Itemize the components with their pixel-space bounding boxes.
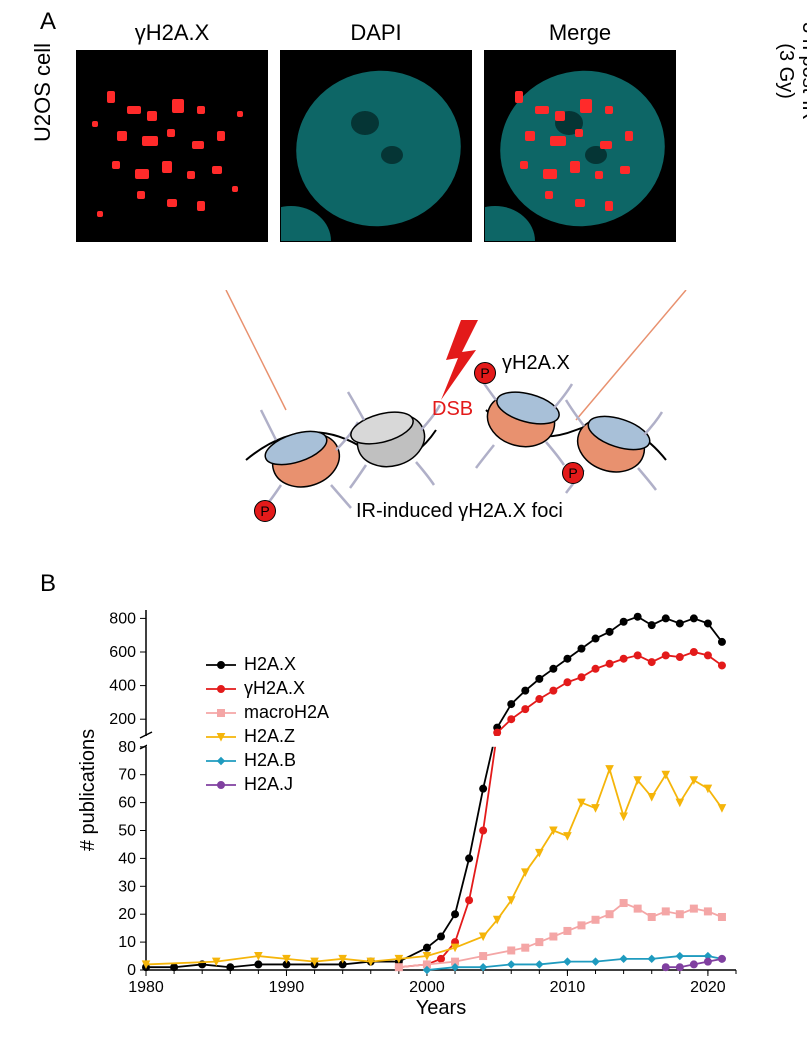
svg-text:80: 80 — [118, 739, 136, 756]
nucleosome-1 — [261, 410, 358, 508]
svg-text:2000: 2000 — [409, 979, 445, 996]
svg-text:20: 20 — [118, 906, 136, 923]
dsb-diagram: P P P DSB γH2A.X IR-induced γH2A.X foci — [206, 290, 746, 550]
svg-text:H2A.B: H2A.B — [244, 750, 296, 770]
img-label-gh2ax: γH2A.X — [135, 20, 210, 46]
svg-text:2020: 2020 — [690, 979, 726, 996]
svg-text:400: 400 — [109, 678, 136, 695]
publications-chart: 1980 1990 2000 2010 2020 0 10 20 30 40 50 60 70 80 200… — [76, 600, 756, 1020]
micrograph-merge — [484, 50, 676, 242]
svg-text:2010: 2010 — [550, 979, 586, 996]
svg-text:H2A.J: H2A.J — [244, 774, 293, 794]
lightning-icon — [441, 320, 478, 400]
panel-a-label: A — [40, 8, 56, 36]
nucleosome-2 — [347, 392, 440, 488]
phospho-circle-1: P — [254, 500, 276, 522]
svg-text:800: 800 — [109, 610, 136, 627]
micrograph-col-gh2ax: γH2A.X — [76, 20, 268, 242]
svg-text:60: 60 — [118, 795, 136, 812]
svg-text:H2A.Z: H2A.Z — [244, 726, 295, 746]
svg-text:200: 200 — [109, 711, 136, 728]
img-label-dapi: DAPI — [350, 20, 401, 46]
phospho-circle-3: P — [562, 462, 584, 484]
svg-text:H2A.X: H2A.X — [244, 654, 296, 674]
nucleosome-3 — [476, 374, 572, 468]
svg-text:10: 10 — [118, 934, 136, 951]
svg-text:γH2A.X: γH2A.X — [244, 678, 305, 698]
svg-text:macroH2A: macroH2A — [244, 702, 329, 722]
svg-text:600: 600 — [109, 644, 136, 661]
postir-line1: 3 h post-IR — [798, 22, 807, 120]
svg-text:30: 30 — [118, 878, 136, 895]
panel-b: 1980 1990 2000 2010 2020 0 10 20 30 40 50 60 70 80 200… — [76, 600, 756, 1020]
diagram-caption: IR-induced γH2A.X foci — [356, 500, 563, 523]
svg-text:40: 40 — [118, 850, 136, 867]
svg-text:# publications: # publications — [77, 729, 99, 851]
svg-text:70: 70 — [118, 767, 136, 784]
micrograph-dapi — [280, 50, 472, 242]
svg-text:1980: 1980 — [128, 979, 164, 996]
panel-b-label: B — [40, 570, 56, 598]
dsb-label: DSB — [432, 398, 473, 421]
postir-line2: (3 Gy) — [775, 43, 797, 99]
micrograph-row: γH2A.X — [76, 20, 746, 242]
img-label-merge: Merge — [549, 20, 611, 46]
u2os-label: U2OS cell — [30, 43, 56, 142]
svg-text:0: 0 — [127, 962, 136, 979]
gh2ax-arrow-label: γH2A.X — [502, 352, 570, 375]
panel-a: U2OS cell 3 h post-IR (3 Gy) γH2A.X — [76, 20, 746, 242]
micrograph-col-merge: Merge — [484, 20, 676, 242]
svg-text:1990: 1990 — [269, 979, 305, 996]
svg-text:Years: Years — [416, 997, 466, 1019]
micrograph-gh2ax — [76, 50, 268, 242]
postir-label: 3 h post-IR (3 Gy) — [774, 22, 807, 120]
micrograph-col-dapi: DAPI — [280, 20, 472, 242]
phospho-circle-2: P — [474, 362, 496, 384]
svg-text:50: 50 — [118, 823, 136, 840]
